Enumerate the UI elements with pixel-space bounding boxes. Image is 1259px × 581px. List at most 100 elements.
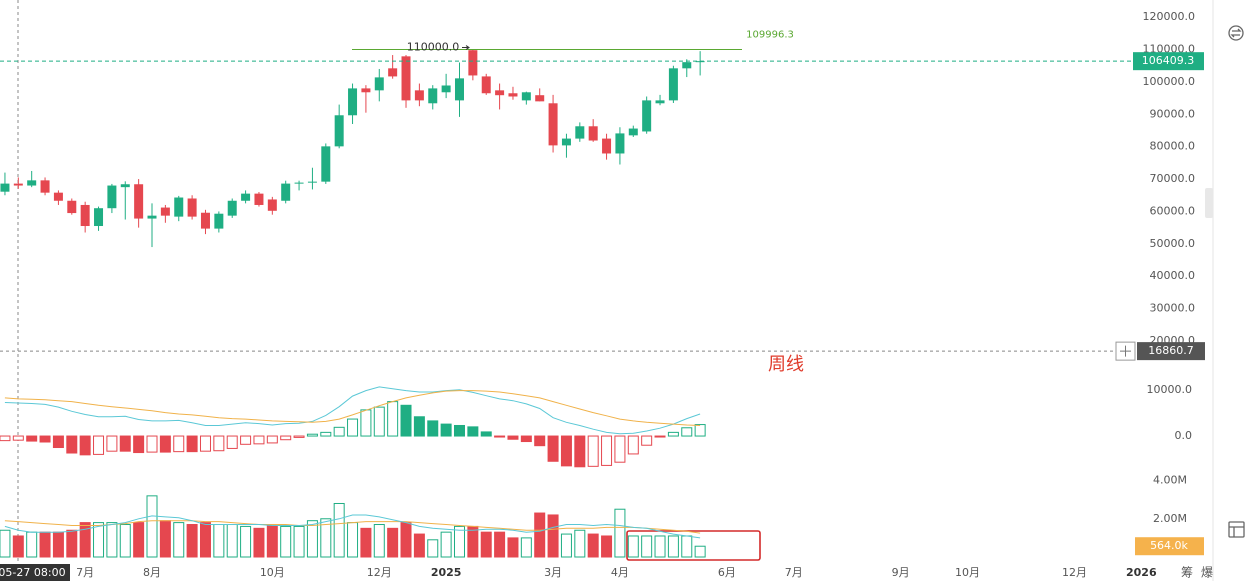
crosshair-add-icon[interactable] [1120,345,1131,357]
high-marker-label: 110000.0 [407,41,460,54]
candle-body [655,100,665,104]
candle-body [40,180,50,193]
macd-bar [0,435,11,442]
candle-body [187,198,197,217]
y-tick-label: 50000.0 [1150,237,1196,250]
candle-body [628,128,638,136]
candle-body [428,88,438,104]
macd-bar [306,433,318,437]
volume-bar [654,535,666,558]
panel-handle[interactable] [1205,188,1213,218]
x-tick-label: 2025 [431,566,462,579]
candle-body [0,183,10,192]
volume-bar [0,529,11,558]
macd-bar [240,435,252,445]
y-tick-label: 70000.0 [1150,172,1196,185]
y-tick-label: 40000.0 [1150,269,1196,282]
volume-bar [52,531,64,558]
x-tick-label: 7月 [785,566,803,579]
macd-bar [199,435,211,452]
candle-body [481,76,491,94]
macd-bar [79,435,91,456]
candle-body [361,88,371,93]
macd-bar [280,435,292,441]
volume-bar [293,525,305,558]
x-tick-label: 10月 [955,566,980,579]
candle-body [508,93,518,97]
volume-bar [520,537,532,558]
highlight-box [626,530,761,561]
volume-bar [574,529,586,558]
sidebar-icon[interactable] [1228,25,1244,41]
macd-bar [681,427,693,437]
volume-bar [373,524,385,558]
macd-bar [39,435,51,443]
macd-bar [440,423,452,437]
volume-bar [66,529,78,558]
candle-body [388,68,398,77]
candle-body [241,193,251,201]
macd-bar [694,424,706,437]
macd-bar [173,435,185,453]
volume-bar [320,518,332,558]
y-tick-label: 4.00M [1153,474,1187,487]
candle-body [214,213,224,229]
macd-bar [654,435,666,438]
volume-bar [400,522,412,558]
macd-bar [641,435,653,446]
x-tick-label: 7月 [76,566,94,579]
candle-body [374,77,384,91]
candle-body [441,85,451,93]
volume-bar [587,533,599,558]
volume-bar [534,512,546,558]
macd-bar [119,435,131,452]
macd-bar [12,435,24,441]
candle-body [535,95,545,102]
candle-body [575,126,585,139]
toolbar-button[interactable]: 筹 [1181,566,1193,580]
x-tick-label: 6月 [718,566,736,579]
volume-current-box [1135,537,1204,556]
macd-bar [560,435,572,467]
macd-bar [106,435,118,452]
annotation: 周线 [768,354,804,375]
volume-bar [106,522,118,558]
volume-bar [133,522,145,558]
candle-body [561,138,571,146]
y-tick-label: 0.0 [1175,429,1193,442]
x-tick-label: 2026 [1126,566,1157,579]
macd-bar [360,409,372,437]
volume-bar [480,531,492,558]
y-tick-label: 120000.0 [1143,10,1196,23]
sidebar-icon[interactable] [1228,521,1245,538]
y-tick-label: 60000.0 [1150,204,1196,217]
candle-body [615,133,625,154]
volume-bar [173,522,185,558]
macd-bar [614,435,626,463]
volume-bar [159,520,171,558]
candle-body [348,88,358,116]
volume-bar [694,545,706,558]
volume-bar [560,533,572,558]
x-tick-label: 12月 [367,566,392,579]
macd-bar [547,435,559,462]
candle-body [642,100,652,132]
candle-body [468,50,478,76]
macd-bar [480,431,492,437]
y-tick-label: 90000.0 [1150,107,1196,120]
volume-bar [240,525,252,558]
macd-bar [186,435,198,453]
last-price-label: 106409.3 [1142,54,1195,67]
toolbar-button[interactable]: 爆 [1201,566,1213,580]
volume-bar [26,531,38,558]
crosshair-time-box [0,564,70,581]
macd-bar [320,431,332,437]
volume-bar [39,531,51,558]
macd-bar [373,406,385,437]
macd-bar [413,416,425,437]
volume-bar [306,520,318,558]
volume-bar [641,535,653,558]
macd-bar [266,435,278,444]
x-tick-label: 4月 [611,566,629,579]
